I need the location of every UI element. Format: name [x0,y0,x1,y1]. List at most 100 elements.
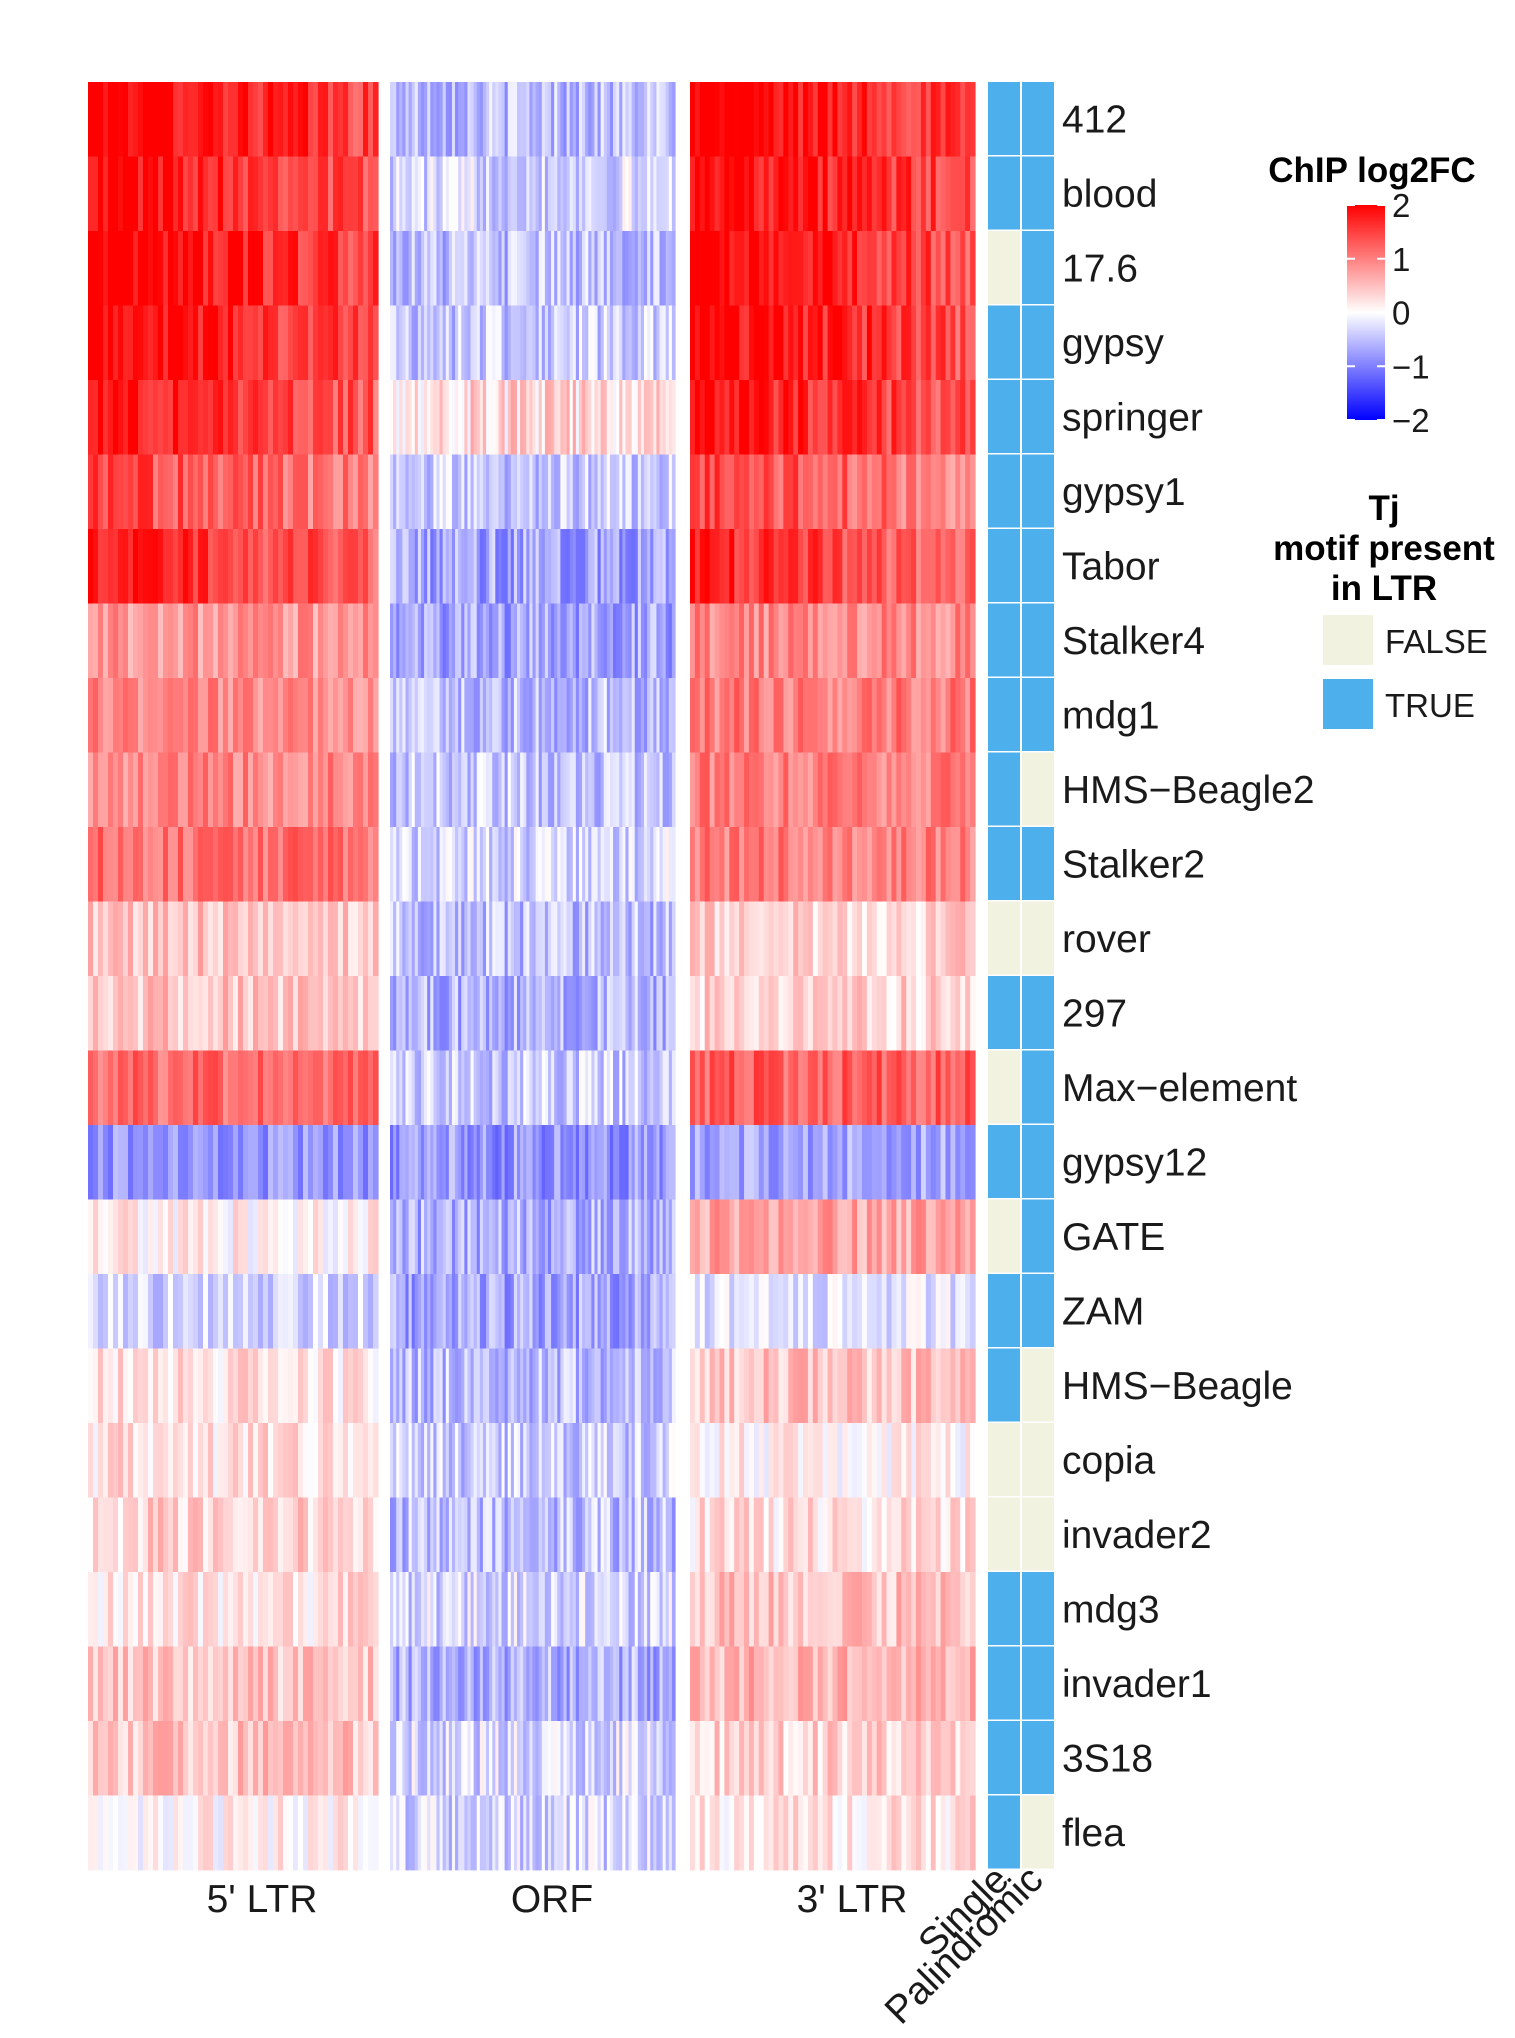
annotation-single-412 [988,82,1020,155]
cell-flea-orf [390,1795,676,1871]
cell-hms-beagle2-5-ltr [88,752,379,828]
cell-max-element-3-ltr [690,1050,976,1126]
row-label-3s18: 3S18 [1062,1737,1153,1780]
annotation-legend-title-line2: motif present [1273,529,1495,568]
cell-max-element-orf [390,1050,676,1126]
cell-297-3-ltr [690,976,976,1051]
row-label-hms-beagle2: HMS−Beagle2 [1062,769,1315,812]
annotation-single-flea [988,1795,1020,1869]
annotation-palindromic-gypsy [1022,305,1054,379]
cell-3s18-5-ltr [88,1721,379,1796]
annotation-palindromic-gypsy12 [1022,1125,1054,1198]
annotation-palindromic-stalker4 [1022,603,1054,677]
annotation-single-gypsy12 [988,1125,1020,1198]
cell-mdg1-3-ltr [690,678,976,753]
cell-17-6-5-ltr [88,231,379,306]
annotation-single-gypsy1 [988,454,1020,528]
cell-stalker2-3-ltr [690,827,976,902]
annotation-single-297 [988,976,1020,1049]
row-label-mdg3: mdg3 [1062,1588,1160,1631]
row-label-gate: GATE [1062,1216,1165,1259]
cell-gypsy1-3-ltr [690,454,976,530]
annotation-single-stalker4 [988,603,1020,677]
cell-mdg1-orf [390,678,676,753]
annotation-palindromic-zam [1022,1274,1054,1347]
legend-swatch-true [1323,679,1373,729]
cell-invader1-3-ltr [690,1646,976,1722]
cell-invader1-5-ltr [88,1646,379,1722]
annotation-palindromic-hms-beagle [1022,1348,1054,1422]
row-label-hms-beagle: HMS−Beagle [1062,1365,1293,1408]
annotation-single-mdg3 [988,1572,1020,1645]
row-label-invader2: invader2 [1062,1514,1212,1557]
cell-copia-3-ltr [690,1423,976,1498]
cell-gypsy1-orf [390,454,676,530]
row-label-tabor: Tabor [1062,545,1160,588]
column-labels: 5' LTR ORF 3' LTR Single Palindromic [207,1858,1052,2032]
annotation-palindromic-17-6 [1022,231,1054,304]
cell-stalker4-orf [390,603,676,679]
color-tick-label-4: −2 [1392,402,1430,439]
annotation-palindromic-flea [1022,1795,1054,1869]
annotation-palindromic-412 [1022,82,1054,155]
cell-invader2-orf [390,1497,676,1573]
annotation-palindromic-invader1 [1022,1646,1054,1720]
annotation-legend-title-line1: Tj [1368,489,1399,528]
annotation-palindromic-springer [1022,380,1054,453]
cell-gypsy12-5-ltr [88,1125,379,1200]
color-tick-label-3: −1 [1392,348,1430,385]
cell-gypsy12-orf [390,1125,676,1200]
annotation-palindromic-3s18 [1022,1721,1054,1794]
row-label-rover: rover [1062,918,1151,961]
color-tick-label-1: 1 [1392,241,1410,278]
cell-blood-3-ltr [690,156,976,232]
cell-stalker4-5-ltr [88,603,379,679]
annotation-palindromic-gate [1022,1199,1054,1273]
cell-rover-orf [390,901,676,977]
cell-hms-beagle2-3-ltr [690,752,976,828]
cell-3s18-3-ltr [690,1721,976,1796]
row-label-412: 412 [1062,98,1127,141]
annotation-single-gypsy [988,305,1020,379]
annotation-single-17-6 [988,231,1020,304]
cell-hms-beagle-orf [390,1348,676,1424]
cell-rover-3-ltr [690,901,976,977]
annotation-palindromic-invader2 [1022,1497,1054,1571]
row-label-gypsy1: gypsy1 [1062,471,1186,514]
annotation-palindromic-mdg3 [1022,1572,1054,1645]
annotation-single-mdg1 [988,678,1020,751]
cell-gypsy-5-ltr [88,305,379,381]
cell-hms-beagle-3-ltr [690,1348,976,1424]
annotation-single-stalker2 [988,827,1020,900]
annotation-single-invader1 [988,1646,1020,1720]
cell-max-element-5-ltr [88,1050,379,1126]
annotation-single-springer [988,380,1020,453]
annotation-single-3s18 [988,1721,1020,1794]
row-label-springer: springer [1062,396,1203,439]
legend-label-true: TRUE [1385,687,1475,724]
row-label-stalker2: Stalker2 [1062,843,1205,886]
cell-gypsy1-5-ltr [88,454,379,530]
cell-flea-5-ltr [88,1795,379,1871]
cell-hms-beagle-5-ltr [88,1348,379,1424]
annotation-legend: Tj motif present in LTR FALSE TRUE [1273,489,1495,729]
cell-stalker2-orf [390,827,676,902]
annotation-single-gate [988,1199,1020,1273]
annotation-palindromic-stalker2 [1022,827,1054,900]
cell-blood-orf [390,156,676,232]
cell-tabor-3-ltr [690,529,976,604]
row-labels: 412 blood 17.6 gypsy springer gypsy1 Tabor Stal… [1062,98,1315,1855]
annotation-legend-title-line3: in LTR [1331,569,1437,608]
annotation-single-hms-beagle2 [988,752,1020,826]
cell-17-6-orf [390,231,676,306]
row-label-gypsy: gypsy [1062,322,1164,365]
cell-gypsy-3-ltr [690,305,976,381]
cell-rover-5-ltr [88,901,379,977]
annotation-palindromic-rover [1022,901,1054,975]
row-label-297: 297 [1062,992,1127,1035]
annotation-single-max-element [988,1050,1020,1124]
cell-mdg3-3-ltr [690,1572,976,1647]
cell-zam-5-ltr [88,1274,379,1349]
row-label-17-6: 17.6 [1062,247,1138,290]
